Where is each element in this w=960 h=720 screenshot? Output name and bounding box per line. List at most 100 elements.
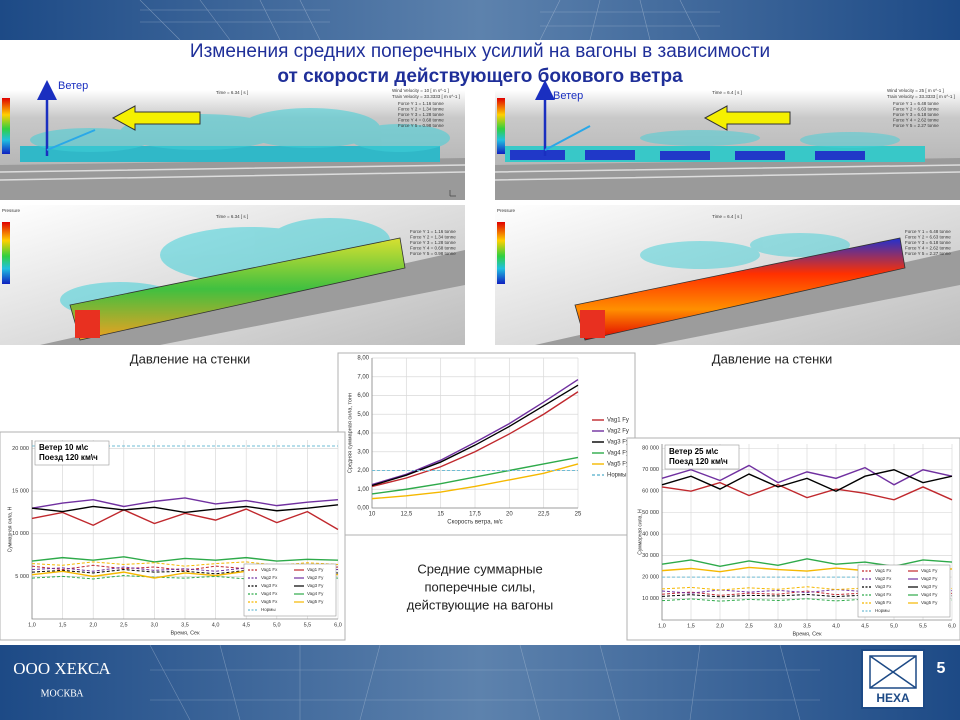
sim-force: Force Y 5 = 2.27 tonne xyxy=(893,123,939,128)
series-line xyxy=(371,391,579,488)
annotation: Поезд 120 км\ч xyxy=(39,453,98,462)
x-tick-label: 1,5 xyxy=(687,623,695,629)
simulation-image xyxy=(0,80,466,200)
title-line: Изменения средних поперечных усилий на в… xyxy=(190,41,770,62)
legend-label: Vag1 Fx xyxy=(875,568,892,573)
series-line xyxy=(31,556,339,563)
x-tick-label: 1,0 xyxy=(658,623,666,629)
x-tick-label: 4,5 xyxy=(242,622,250,628)
sim-velocity: Train Velocity = 33.3333 [ m s^-1 ] xyxy=(887,94,955,99)
sim-velocity: Wind Velocity = 25 [ m s^-1 ] xyxy=(887,88,944,93)
logo-text: HEXA xyxy=(876,691,910,705)
series-line xyxy=(371,384,579,487)
legend-label: Нормы xyxy=(261,607,276,612)
y-tick-label: 80 000 xyxy=(642,446,659,452)
x-tick-label: 5,0 xyxy=(890,623,898,629)
page-number: 5 xyxy=(937,660,946,677)
sim-force: Force Y 5 = 0.98 tonne xyxy=(398,123,444,128)
sim-force: Force Y 4 = 0.68 tonne xyxy=(398,118,444,123)
caption: действующие на вагоны xyxy=(407,597,553,612)
x-tick-label: 5,5 xyxy=(304,622,312,628)
legend-title: Pressure xyxy=(497,208,516,213)
y-axis-label: Суммарная сила, Н xyxy=(7,506,13,552)
x-tick-label: 2,0 xyxy=(89,622,97,628)
sim-force: Force Y 2 = 6.63 tonne xyxy=(893,107,939,112)
x-tick-label: 22,5 xyxy=(538,512,550,518)
sim-force: Force Y 1 = 6.48 tonne xyxy=(905,229,951,234)
y-tick-label: 15 000 xyxy=(12,489,29,495)
footer-band xyxy=(0,645,960,720)
y-tick-label: 6,00 xyxy=(357,393,369,399)
x-tick-label: 1,5 xyxy=(59,622,67,628)
x-tick-label: 2,0 xyxy=(716,623,724,629)
legend-label: Vag4 Fx xyxy=(875,592,892,597)
axis-line xyxy=(661,444,952,621)
y-tick-label: 10 000 xyxy=(12,531,29,537)
sim-time: Time = 6.4 [ s ] xyxy=(712,214,742,219)
footer-mesh xyxy=(149,644,820,720)
legend-label: Vag3 Fy xyxy=(921,584,938,589)
logo xyxy=(861,649,925,709)
legend-label: Vag1 Fy xyxy=(607,418,629,424)
y-tick-label: 70 000 xyxy=(642,467,659,473)
sim-force: Force Y 1 = 1.16 tonne xyxy=(398,101,444,106)
y-tick-label: 1,00 xyxy=(357,487,369,493)
series-line xyxy=(661,558,953,568)
simulation-image xyxy=(495,205,960,345)
x-tick-label: 10 xyxy=(369,512,376,518)
legend-label: Vag2 Fx xyxy=(875,576,892,581)
legend-label: Vag5 Fx xyxy=(875,600,892,605)
simulation-image xyxy=(494,80,960,200)
x-tick-label: 4,5 xyxy=(861,623,869,629)
series-line xyxy=(371,378,579,486)
sim-force: Force Y 1 = 1.16 tonne xyxy=(410,229,456,234)
legend-title: Pressure xyxy=(2,208,21,213)
series-line xyxy=(31,508,339,531)
y-tick-label: 2,00 xyxy=(357,468,369,474)
annotation-box xyxy=(664,444,740,470)
legend-label: Vag2 Fx xyxy=(261,575,278,580)
series-line xyxy=(661,469,953,492)
x-axis-label: Время, Сек xyxy=(170,630,200,636)
sim-force: Force Y 4 = 2.62 tonne xyxy=(893,118,939,123)
axis-line xyxy=(371,358,578,509)
sim-velocity: Wind Velocity = 10 [ m s^-1 ] xyxy=(392,88,449,93)
caption: Давление на стенки xyxy=(712,351,832,366)
annotation: Ветер 10 м\с xyxy=(39,443,89,452)
y-tick-label: 60 000 xyxy=(642,489,659,495)
x-tick-label: 6,0 xyxy=(948,623,956,629)
sim-time: Time = 6.34 [ s ] xyxy=(216,214,248,219)
legend-label: Vag5 Fy xyxy=(307,599,324,604)
caption: поперечные силы, xyxy=(424,579,535,594)
charts: 0,00 1,00 2,00 3,00 4,00 5,00 6,00 7,00 8,00 10 12… xyxy=(0,352,960,641)
sim-force: Force Y 4 = 0.68 tonne xyxy=(410,246,456,251)
legend-label: Vag5 Fy xyxy=(921,600,938,605)
simulation-image xyxy=(0,205,465,345)
legend-label: Vag4 Fy xyxy=(921,592,938,597)
legend-label: Vag5 Fy xyxy=(607,462,629,468)
y-tick-label: 5,00 xyxy=(357,412,369,418)
legend-label: Vag3 Fy xyxy=(307,583,324,588)
sim-force: Force Y 2 = 1.34 tonne xyxy=(398,107,444,112)
x-tick-label: 20 xyxy=(506,512,513,518)
x-tick-label: 3,5 xyxy=(181,622,189,628)
x-tick-label: 17,5 xyxy=(469,512,481,518)
series-line xyxy=(31,504,339,514)
legend-label: Vag2 Fy xyxy=(307,575,324,580)
x-tick-label: 6,0 xyxy=(334,622,342,628)
caption: Давление на стенки xyxy=(130,351,250,366)
x-tick-label: 3,5 xyxy=(803,623,811,629)
sim-force: Force Y 3 = 6.18 tonne xyxy=(893,112,939,117)
y-axis-label: Средняя суммарная сила, тонн xyxy=(347,393,353,473)
x-tick-label: 5,0 xyxy=(273,622,281,628)
legend-box xyxy=(243,563,337,617)
sim-force: Force Y 3 = 1.28 tonne xyxy=(398,112,444,117)
legend-label: Vag3 Fx xyxy=(875,584,892,589)
x-tick-label: 4,0 xyxy=(832,623,840,629)
legend-label: Vag3 Fy xyxy=(607,440,629,446)
legend-label: Vag2 Fy xyxy=(607,429,629,435)
legend-label: Нормы xyxy=(607,473,626,479)
company-city: МОСКВА xyxy=(41,688,85,699)
sim-force: Force Y 2 = 6.63 tonne xyxy=(905,235,951,240)
series-line xyxy=(371,456,579,495)
